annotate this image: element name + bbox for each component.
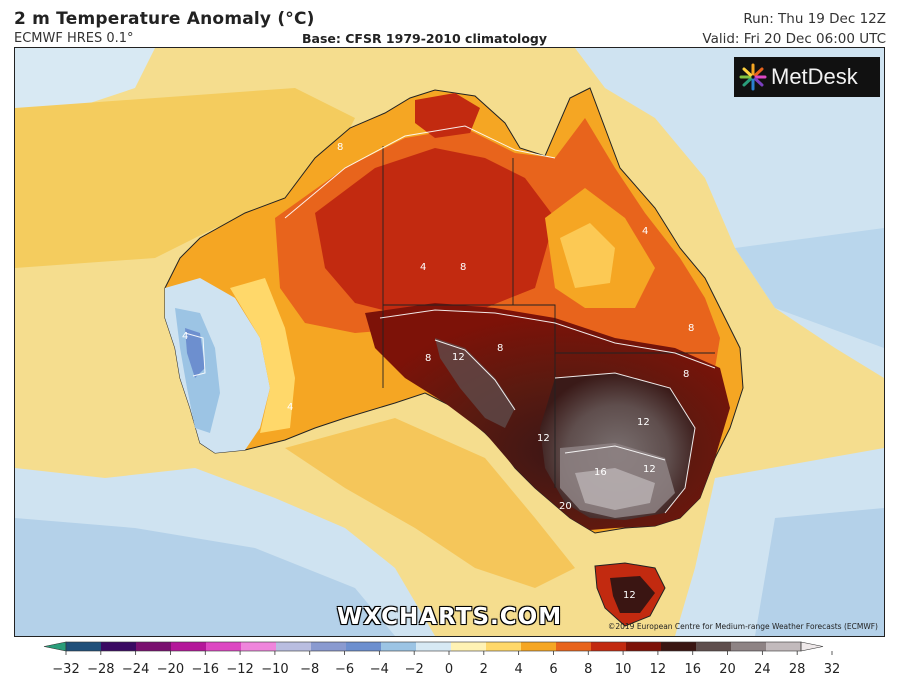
ocean-cool-patch bbox=[15, 48, 155, 118]
contour-label: 4 bbox=[182, 331, 188, 342]
colorbar-tick-label: −28 bbox=[87, 662, 114, 677]
colorbar-tick-label: 32 bbox=[824, 662, 841, 677]
state-borders bbox=[382, 146, 715, 488]
contour-label: 8 bbox=[688, 323, 694, 334]
contour-label: 20 bbox=[559, 501, 572, 512]
contour-label: 8 bbox=[460, 262, 466, 273]
contour-label: 8 bbox=[683, 369, 689, 380]
colorbar-cell bbox=[696, 642, 732, 651]
colorbar-cell bbox=[416, 642, 452, 651]
model-label: ECMWF HRES 0.1° bbox=[14, 31, 134, 46]
colorbar-tick-label: 8 bbox=[584, 662, 592, 677]
colorbar-cell bbox=[521, 642, 557, 651]
colorbar-cell bbox=[731, 642, 767, 651]
metdesk-logo: MetDesk bbox=[734, 57, 880, 97]
contour-label: 12 bbox=[537, 433, 550, 444]
colorbar-cells bbox=[43, 641, 824, 652]
logo-text: MetDesk bbox=[771, 64, 858, 89]
colorbar-ticks: −32 −28 −24 −20 −16 −12 −10 −8 −6 −4 −2 0 2 4 6 8 10 12 16… bbox=[52, 651, 840, 677]
colorbar-tick-label: 0 bbox=[445, 662, 453, 677]
ocean-cool-patch bbox=[15, 518, 395, 636]
copyright-notice: ©2019 European Centre for Medium-range W… bbox=[607, 622, 878, 631]
map-title: 2 m Temperature Anomaly (°C) bbox=[14, 9, 315, 29]
contour-label: 8 bbox=[337, 142, 343, 153]
colorbar-cell bbox=[451, 642, 487, 651]
colorbar-min-arrow bbox=[43, 641, 67, 652]
ocean-cool-patch bbox=[755, 508, 884, 636]
colorbar-tick-label: −6 bbox=[335, 662, 354, 677]
contour-label: 8 bbox=[497, 343, 503, 354]
colorbar-tick-label: 28 bbox=[789, 662, 806, 677]
anomaly-map: 8 4 8 8 8 12 8 8 12 12 12 16 20 12 4 4 4 bbox=[14, 47, 885, 637]
colorbar-cell bbox=[766, 642, 802, 651]
contour-label: 4 bbox=[287, 402, 293, 413]
colorbar-cell bbox=[661, 642, 697, 651]
colorbar-cell bbox=[486, 642, 522, 651]
colorbar-cell bbox=[381, 642, 417, 651]
colorbar-tick-label: 16 bbox=[684, 662, 701, 677]
radial-burst-icon bbox=[739, 63, 767, 91]
contour-label: 8 bbox=[425, 353, 431, 364]
colorbar: −32 −28 −24 −20 −16 −12 −10 −8 −6 −4 −2 0 2 4 6 8 10 12 16… bbox=[43, 641, 840, 677]
colorbar-tick-label: −20 bbox=[157, 662, 184, 677]
land-anomaly-16 bbox=[435, 338, 515, 428]
contour-label: 4 bbox=[420, 262, 426, 273]
contour-label-group: 8 4 8 8 8 12 8 8 12 12 12 16 20 12 4 4 4 bbox=[182, 142, 694, 601]
colorbar-cell bbox=[136, 642, 172, 651]
colorbar-tick-label: −16 bbox=[192, 662, 219, 677]
contour-label: 12 bbox=[452, 352, 465, 363]
colorbar-tick-label: 2 bbox=[480, 662, 488, 677]
colorbar-tick-label: −4 bbox=[370, 662, 389, 677]
colorbar-cell bbox=[346, 642, 382, 651]
colorbar-tick-label: 4 bbox=[514, 662, 522, 677]
land-anomaly-24 bbox=[575, 468, 655, 510]
land-cool-patch bbox=[185, 328, 205, 378]
land-warm-band bbox=[230, 278, 295, 433]
contour-label: 4 bbox=[642, 226, 648, 237]
land-anomaly-10 bbox=[315, 148, 555, 318]
colorbar-tick-label: −2 bbox=[405, 662, 424, 677]
colorbar-tick-label: 10 bbox=[615, 662, 632, 677]
colorbar-cell bbox=[101, 642, 137, 651]
colorbar-cell bbox=[556, 642, 592, 651]
contour-label: 12 bbox=[637, 417, 650, 428]
colorbar-cell bbox=[626, 642, 662, 651]
land-anomaly-4 bbox=[560, 223, 615, 288]
contour-label: 16 bbox=[594, 467, 607, 478]
contour-lines bbox=[184, 125, 716, 514]
colorbar-cell bbox=[206, 642, 242, 651]
tasmania-anomaly-12 bbox=[610, 576, 655, 613]
ocean-warm-patch bbox=[285, 418, 575, 588]
colorbar-cell bbox=[591, 642, 627, 651]
colorbar-cell bbox=[241, 642, 277, 651]
colorbar-tick-label: 6 bbox=[549, 662, 557, 677]
colorbar-frame bbox=[65, 641, 802, 652]
contour-label: 12 bbox=[623, 590, 636, 601]
colorbar-tick-label: −24 bbox=[122, 662, 149, 677]
colorbar-cell bbox=[311, 642, 347, 651]
valid-time-label: Valid: Fri 20 Dec 06:00 UTC bbox=[702, 31, 886, 47]
colorbar-tick-label: 24 bbox=[754, 662, 771, 677]
colorbar-tick-label: 12 bbox=[650, 662, 667, 677]
colorbar-tick-label: −8 bbox=[300, 662, 319, 677]
colorbar-cell bbox=[171, 642, 207, 651]
colorbar-tick-label: −10 bbox=[261, 662, 288, 677]
ocean-warm-patch bbox=[15, 88, 355, 268]
colorbar-tick-label: −12 bbox=[226, 662, 253, 677]
colorbar-tick-label: 20 bbox=[719, 662, 736, 677]
colorbar-cell bbox=[276, 642, 312, 651]
colorbar-max-arrow bbox=[800, 641, 824, 652]
map-canvas: 8 4 8 8 8 12 8 8 12 12 12 16 20 12 4 4 4 bbox=[15, 48, 884, 636]
ocean-cool-patch bbox=[735, 228, 884, 348]
watermark: WXCHARTS.COM bbox=[336, 604, 563, 630]
climatology-base-label: Base: CFSR 1979-2010 climatology bbox=[302, 31, 548, 46]
colorbar-cell bbox=[66, 642, 102, 651]
run-time-label: Run: Thu 19 Dec 12Z bbox=[743, 11, 886, 27]
colorbar-tick-label: −32 bbox=[52, 662, 79, 677]
land-anomaly-10 bbox=[415, 93, 480, 138]
contour-label: 12 bbox=[643, 464, 656, 475]
